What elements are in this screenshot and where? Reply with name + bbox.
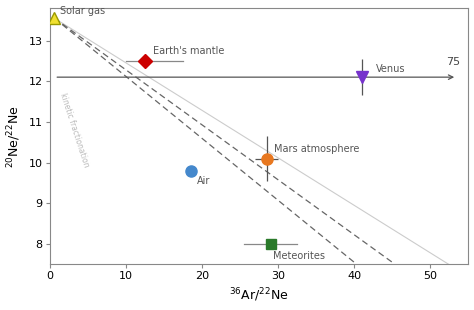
- X-axis label: $^{36}$Ar/$^{22}$Ne: $^{36}$Ar/$^{22}$Ne: [229, 287, 289, 304]
- Text: Air: Air: [197, 176, 210, 186]
- Text: Solar gas: Solar gas: [61, 6, 106, 16]
- Y-axis label: $^{20}$Ne/$^{22}$Ne: $^{20}$Ne/$^{22}$Ne: [6, 105, 23, 168]
- Text: Mars atmosphere: Mars atmosphere: [274, 144, 360, 154]
- Text: Earth's mantle: Earth's mantle: [153, 46, 224, 56]
- Text: kinetic fractionation: kinetic fractionation: [58, 92, 91, 168]
- Text: 75: 75: [446, 57, 460, 67]
- Text: Venus: Venus: [375, 64, 405, 74]
- Text: Meteorites: Meteorites: [273, 251, 325, 261]
